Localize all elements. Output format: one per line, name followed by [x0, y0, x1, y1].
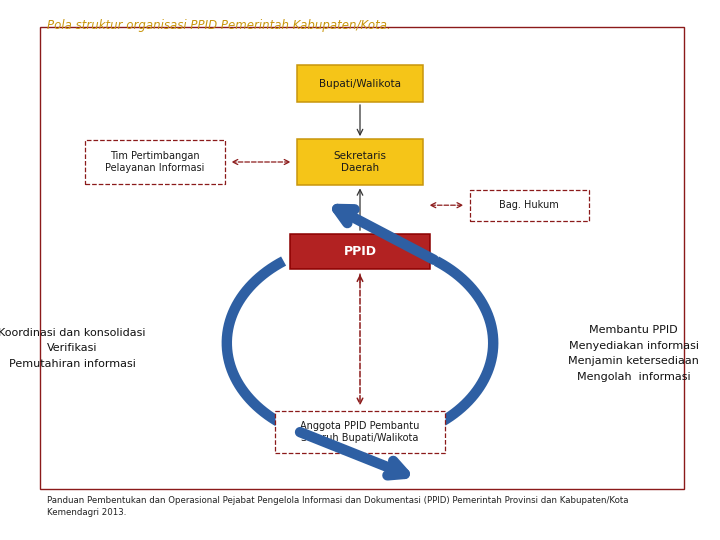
FancyBboxPatch shape	[469, 190, 589, 221]
Text: Bag. Hukum: Bag. Hukum	[500, 200, 559, 210]
Text: Sekretaris
Daerah: Sekretaris Daerah	[333, 151, 387, 173]
Text: Bupati/Walikota: Bupati/Walikota	[319, 79, 401, 89]
Text: Membantu PPID
Menyediakan informasi
Menjamin ketersediaan
Mengolah  informasi: Membantu PPID Menyediakan informasi Menj…	[568, 325, 699, 382]
Text: Anggota PPID Pembantu
Seluruh Bupati/Walikota: Anggota PPID Pembantu Seluruh Bupati/Wal…	[300, 421, 420, 443]
Text: Pola struktur organisasi PPID Pemerintah Kabupaten/Kota.: Pola struktur organisasi PPID Pemerintah…	[47, 19, 390, 32]
FancyBboxPatch shape	[297, 65, 423, 102]
Text: Koordinasi dan konsolidasi
Verifikasi
Pemutahiran informasi: Koordinasi dan konsolidasi Verifikasi Pe…	[0, 328, 145, 369]
FancyBboxPatch shape	[289, 233, 430, 268]
Bar	[40, 27, 684, 489]
Text: PPID: PPID	[343, 245, 377, 258]
Text: Tim Pertimbangan
Pelayanan Informasi: Tim Pertimbangan Pelayanan Informasi	[105, 151, 204, 173]
FancyBboxPatch shape	[85, 140, 225, 184]
FancyBboxPatch shape	[275, 411, 444, 453]
FancyBboxPatch shape	[297, 139, 423, 185]
Text: Panduan Pembentukan dan Operasional Pejabat Pengelola Informasi dan Dokumentasi : Panduan Pembentukan dan Operasional Peja…	[47, 496, 629, 517]
